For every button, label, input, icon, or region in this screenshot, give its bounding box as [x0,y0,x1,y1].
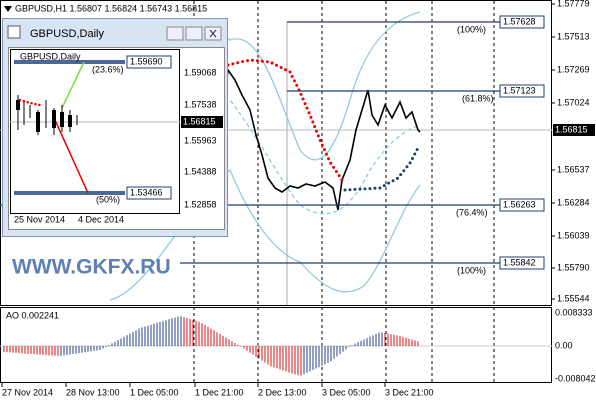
period-separators [193,1,495,382]
time-label: 1 Dec 21:00 [195,387,244,397]
price-label: 1.57779 [557,0,590,8]
inset-window: GBPUSD,Daily [2,18,228,237]
inset-current-price: 1.56815 [183,116,216,126]
price-label: 1.57024 [557,97,590,107]
time-label: 3 Dec 05:00 [322,387,371,397]
fib-label: (100%) [457,265,486,275]
indicator-axis-label: 0.00 [555,340,573,350]
main-panel [0,0,552,306]
current-price-box [553,124,595,136]
price-label: 1.56537 [557,164,590,174]
fib-price-box [499,256,545,270]
fib-price-box [499,15,545,29]
fib-price: 1.57628 [503,16,536,26]
inset-price-label: 1.59068 [184,67,217,77]
inset-time-label: 25 Nov 2014 [14,214,65,224]
inset-fib-label: (23.6%) [92,64,124,74]
price-label: 1.56039 [557,230,590,240]
indicator-axis-label: 0.008333 [555,307,593,317]
price-candles [179,67,421,231]
inset-fib-box [126,186,172,200]
fib-price: 1.56263 [503,199,536,209]
price-label: 1.57513 [557,31,590,41]
current-price: 1.56815 [555,124,588,134]
price-label: 1.55544 [557,293,590,303]
price-label: 1.56284 [557,197,590,207]
title-icon [4,6,12,12]
fib-price: 1.57123 [503,85,536,95]
time-label: 3 Dec 21:00 [385,387,434,397]
fib-price-box [499,198,545,212]
chart-title: GBPUSD,H1 1.56807 1.56824 1.56743 1.5681… [15,3,207,13]
fib-label: (61.8%) [462,93,494,103]
time-label: 2 Dec 13:00 [258,387,307,397]
maximize-button[interactable] [185,26,203,41]
ao-histogram [3,316,419,376]
inset-fib-price: 1.59690 [130,56,163,66]
indicator-panel [0,307,552,383]
window-title: GBPUSD,Daily [30,28,104,40]
sar-up [343,146,420,192]
watermark: WWW.GKFX.RU [12,256,171,279]
fib-price: 1.55842 [503,257,536,267]
inset-fib-price: 1.53466 [130,187,163,197]
inset-time-label: 4 Dec 2014 [78,214,124,224]
inset-chart-title: GBPUSD,Daily [20,51,81,61]
price-label: 1.57269 [557,64,590,74]
fib-label: (100%) [457,24,486,34]
indicator-axis-label: -0.008042 [555,373,596,383]
sar-down [226,58,344,182]
price-label: 1.55790 [557,262,590,272]
inset-fib-label: (50%) [96,194,120,204]
time-label: 28 Nov 13:00 [66,387,120,397]
fib-label: (76.4%) [456,207,488,217]
time-label: 1 Dec 05:00 [130,387,179,397]
inset-fib-box [126,55,172,69]
minimize-button[interactable] [166,26,184,41]
inset-price-label: 1.57538 [184,99,217,109]
fib-labels: (100%) 1.57628 (61.8%) 1.57123 (76.4%) 1.5626… [456,15,545,275]
indicator-label: AO 0.002241 [6,310,59,320]
price-axis: 1.57779 1.57513 1.57269 1.57024 1.56537 1.562… [552,0,590,303]
inset-price-label: 1.52858 [184,199,217,209]
time-axis: 27 Nov 2014 28 Nov 13:00 1 Dec 05:00 1 Dec … [1,383,434,397]
fib-price-box [499,84,545,98]
time-label: 27 Nov 2014 [2,387,53,397]
inset-price-label: 1.54388 [184,166,217,176]
inset-price-label: 1.55963 [184,135,217,145]
inset-labels: 1.59068 1.57538 1.55963 1.54388 1.52858 (23.6… [14,55,217,224]
